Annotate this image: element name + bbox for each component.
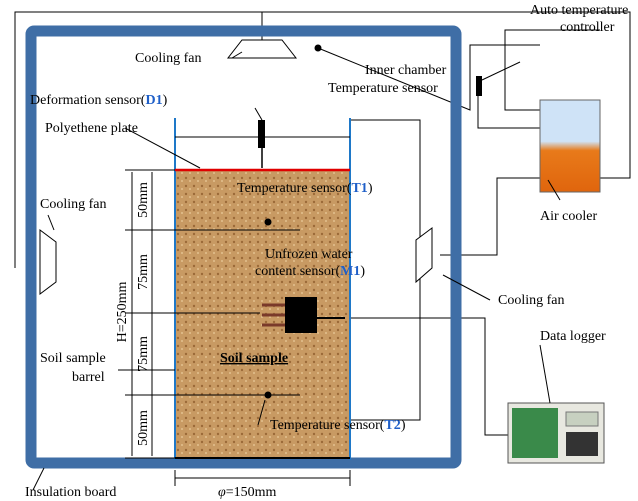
label: Data logger xyxy=(540,329,606,344)
label: Temperature sensor(T2) xyxy=(270,418,406,433)
label: Soil sample xyxy=(40,351,106,366)
label: Cooling fan xyxy=(498,293,565,308)
label: Temperature sensor xyxy=(328,81,438,96)
label: barrel xyxy=(72,370,105,385)
label: 50mm xyxy=(136,410,151,446)
label: controller xyxy=(560,20,615,35)
label: Insulation board xyxy=(25,485,116,500)
label: content sensor(M1) xyxy=(255,264,365,279)
label: φ=150mm xyxy=(218,485,277,500)
label: 75mm xyxy=(136,254,151,290)
diagram: Cooling fan Inner chamber Temperature se… xyxy=(0,0,638,501)
label: Inner chamber xyxy=(365,63,447,78)
label: Polyethene plate xyxy=(45,121,138,136)
label: H=250mm xyxy=(115,282,130,343)
label: Auto temperature xyxy=(530,3,628,18)
label: Unfrozen water xyxy=(265,247,353,262)
label: Soil sample xyxy=(220,351,288,366)
label: Cooling fan xyxy=(135,51,202,66)
label: Temperature sensor(T1) xyxy=(237,181,373,196)
label: 50mm xyxy=(136,182,151,218)
label: Deformation sensor(D1) xyxy=(30,93,168,108)
label: Cooling fan xyxy=(40,197,107,212)
label: 75mm xyxy=(136,336,151,372)
label: Air cooler xyxy=(540,209,597,224)
